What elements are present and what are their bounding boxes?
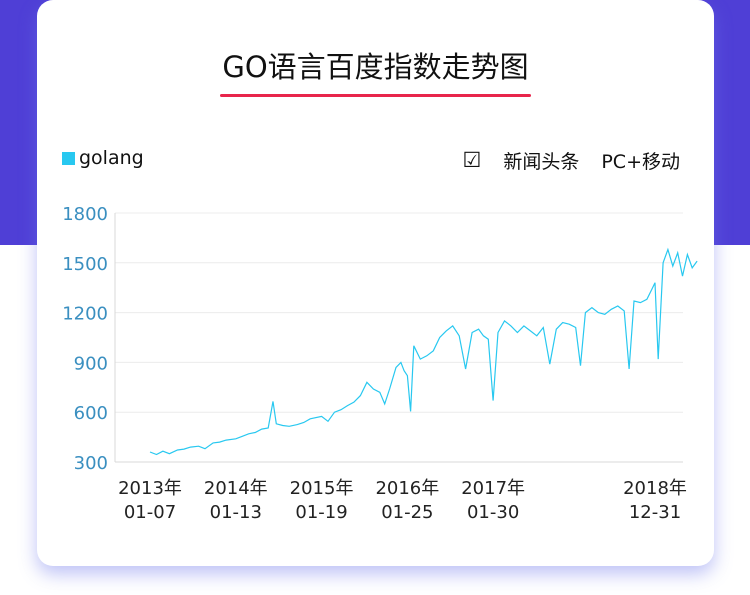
- y-tick-label: 300: [74, 453, 108, 474]
- x-tick-label-date: 01-30: [467, 502, 519, 523]
- legend-label: golang: [79, 147, 144, 169]
- checkbox-icon[interactable]: ☑: [462, 148, 482, 172]
- option-news[interactable]: 新闻头条: [503, 150, 580, 173]
- page-title: GO语言百度指数走势图: [222, 50, 529, 84]
- x-tick-label-date: 01-07: [124, 502, 176, 523]
- title-underline: [220, 94, 531, 97]
- x-tick-label-date: 01-25: [381, 502, 433, 523]
- x-tick-label-year: 2014年: [204, 478, 268, 499]
- y-tick-label: 1200: [62, 304, 108, 325]
- x-tick-label-year: 2013年: [118, 478, 182, 499]
- x-tick-label-date: 01-13: [210, 502, 262, 523]
- x-tick-label-year: 2015年: [290, 478, 354, 499]
- option-device[interactable]: PC+移动: [601, 150, 680, 173]
- legend[interactable]: golang: [62, 146, 144, 170]
- x-tick-label-date: 12-31: [629, 502, 681, 523]
- x-axis: 2013年 01-07 2014年 01-13 2015年 01-19 2016年 01-25…: [115, 461, 687, 523]
- x-tick-label-year: 2016年: [375, 478, 439, 499]
- x-tick-label-year: 2018年: [623, 478, 687, 499]
- x-tick-label-date: 01-19: [295, 502, 347, 523]
- y-tick-label: 600: [74, 403, 108, 424]
- grid-lines: [115, 212, 683, 463]
- x-tick-label-year: 2017年: [461, 478, 525, 499]
- chart-card: GO语言百度指数走势图 golang ☑ 新闻头条 PC+移动: [37, 0, 714, 566]
- series-line-golang: [149, 247, 698, 456]
- y-tick-label: 900: [74, 353, 108, 374]
- source-options: ☑ 新闻头条 PC+移动: [463, 146, 681, 174]
- legend-swatch: [62, 151, 75, 165]
- y-axis: 300 600 900 1200 1500 1800: [62, 204, 116, 474]
- y-tick-label: 1500: [62, 254, 108, 275]
- y-tick-label: 1800: [62, 204, 108, 225]
